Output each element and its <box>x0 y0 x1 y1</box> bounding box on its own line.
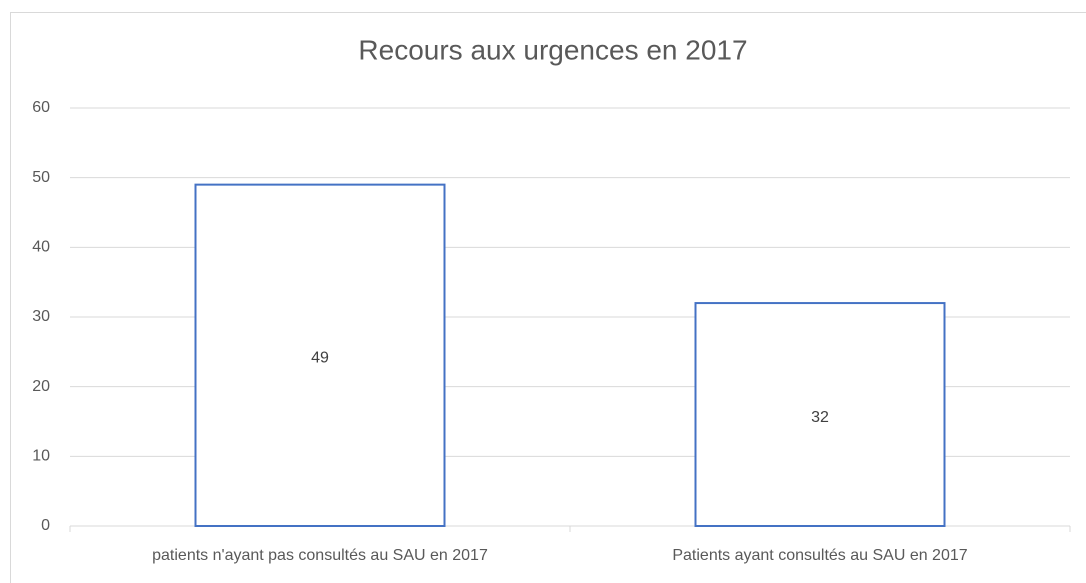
data-label: 49 <box>311 350 329 367</box>
y-tick-label: 20 <box>32 378 50 395</box>
y-tick-label: 50 <box>32 169 50 186</box>
y-tick-label: 30 <box>32 308 50 325</box>
y-tick-label: 60 <box>32 99 50 116</box>
chart-title: Recours aux urgences en 2017 <box>358 34 747 65</box>
x-tick-label: Patients ayant consultés au SAU en 2017 <box>672 547 967 564</box>
x-tick-label: patients n'ayant pas consultés au SAU en… <box>152 547 488 564</box>
y-tick-label: 10 <box>32 448 50 465</box>
y-tick-label: 0 <box>41 517 50 534</box>
y-tick-label: 40 <box>32 239 50 256</box>
bar <box>194 183 446 527</box>
bar <box>694 302 946 528</box>
data-label: 32 <box>811 409 829 426</box>
